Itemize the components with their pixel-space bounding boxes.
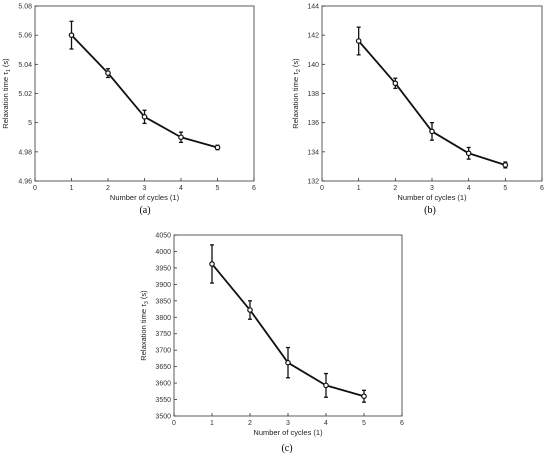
chart-a-y-axis-label-unit: (s) [1,58,10,69]
chart-c-x-tick-label: 6 [400,420,404,427]
chart-c-y-tick-label: 3750 [155,331,171,338]
chart-b-y-axis-label-sub: 2 [296,69,302,72]
chart-a-y-tick-label: 4.96 [18,179,32,186]
chart-c-y-axis-label-sub: 3 [144,301,150,304]
chart-a-x-tick-label: 4 [179,185,183,192]
chart-a-group: 0 1 2 3 4 5 6 4.96 4.98 5 5.02 5.04 5.06 5.08 Number o… [1,4,256,217]
chart-c-y-axis-label-main: Relaxation time τ [139,304,148,361]
chart-b-y-axis-label-main: Relaxation time τ [291,72,300,129]
chart-a-data-point [178,134,184,141]
chart-b-x-tick-label: 0 [320,185,324,192]
chart-c-y-tick-label: 4000 [155,249,171,256]
chart-a-data-point [105,70,111,76]
chart-c-x-tick-label: 0 [172,420,176,427]
chart-c-y-tick-label: 3550 [155,397,171,404]
chart-a-y-tick-label: 5.06 [18,33,32,40]
chart-a-y-tick-label: 5 [28,120,32,127]
chart-a-y-axis-label-main: Relaxation time τ [1,72,10,129]
chart-b-y-tick-label: 142 [307,33,319,40]
chart-b-y-axis-label: Relaxation time τ2 (s) [291,58,302,129]
chart-a-plot-frame [34,5,255,182]
chart-b-data-point [392,80,399,87]
chart-c-y-tick-label: 4050 [155,233,171,240]
chart-b-y-tick-label: 144 [307,4,319,11]
chart-c-x-tick-label: 2 [248,420,252,427]
chart-c-y-tick-label: 3700 [155,348,171,355]
chart-b-y-tick-label: 136 [307,120,319,127]
chart-b-x-tick-label: 1 [357,185,361,192]
chart-b-data-point [465,150,472,157]
chart-b-data-point [355,38,362,44]
chart-b-data-point [502,162,509,168]
chart-a-x-tick-label: 3 [143,185,147,192]
chart-c-y-tick-label: 3900 [155,282,171,289]
chart-c-y-axis-label-unit: (s) [139,290,148,301]
chart-c-y-tick-label: 3650 [155,364,171,371]
chart-c-data-point [285,359,291,366]
chart-c-data-point [361,393,367,400]
chart-a-y-tick-label: 5.02 [18,91,32,98]
chart-c-panel-label: (c) [281,443,292,454]
chart-a-y-tick-label: 5.08 [18,4,32,11]
chart-b-x-tick-label: 5 [503,185,507,192]
chart-b-x-tick-label: 3 [430,185,434,192]
chart-a-x-tick-label: 1 [70,185,74,192]
chart-b-x-tick-label: 6 [540,185,544,192]
chart-a-panel-label: (a) [139,205,150,216]
chart-b-y-tick-label: 138 [307,91,319,98]
chart-c-y-axis-label: Relaxation time τ3 (s) [139,290,150,361]
chart-c-y-tick-label: 3600 [155,381,171,388]
chart-c-data-point [209,261,215,267]
chart-b-x-axis-label: Number of cycles (1) [397,193,467,202]
chart-b-panel-label: (b) [424,205,436,216]
chart-b-data-point [429,128,435,135]
chart-a-y-tick-label: 5.04 [18,62,32,69]
chart-c-data-point [323,382,329,389]
chart-a-data-point [141,114,148,120]
chart-a-series-line [70,34,218,149]
chart-c-data-point [247,307,253,313]
chart-a-x-tick-label: 6 [252,185,256,192]
chart-a-x-tick-label: 5 [216,185,220,192]
chart-b-y-axis-label-unit: (s) [291,58,300,69]
chart-a-x-tick-label: 0 [33,185,37,192]
chart-c-plot-frame [173,234,403,417]
chart-a-y-tick-label: 4.98 [18,149,32,156]
chart-a-y-axis-label: Relaxation time τ1 (s) [1,58,12,129]
chart-c-y-tick-label: 3850 [155,298,171,305]
chart-b-y-tick-label: 132 [307,179,319,186]
chart-a-data-point [214,144,221,151]
chart-b-x-tick-label: 2 [393,185,397,192]
chart-c-group: 0 1 2 3 4 5 6 3500 3550 3600 3650 3700 3750 3800 3850 3… [139,233,404,455]
chart-c-y-tick-label: 3800 [155,315,171,322]
chart-a-data-point [68,32,75,38]
chart-b-x-tick-label: 4 [467,185,471,192]
chart-c-x-tick-label: 5 [362,420,366,427]
chart-b-plot-frame [321,5,543,182]
chart-c-x-tick-label: 1 [210,420,214,427]
chart-b-y-tick-label: 134 [307,149,319,156]
chart-c-y-tick-label: 3950 [155,265,171,272]
chart-a-y-axis-label-sub: 1 [6,69,12,72]
chart-a-x-tick-label: 2 [106,185,110,192]
chart-b-group: 0 1 2 3 4 5 6 132 134 136 138 140 142 144 Number of cy… [291,4,544,217]
chart-b-series-line [357,40,506,166]
chart-a-x-axis-label: Number of cycles (1) [110,193,180,202]
chart-b-y-tick-label: 140 [307,62,319,69]
chart-c-x-tick-label: 3 [286,420,290,427]
chart-c-x-axis-label: Number of cycles (1) [253,428,323,437]
chart-c-y-tick-label: 3500 [155,414,171,421]
chart-c-x-tick-label: 4 [324,420,328,427]
